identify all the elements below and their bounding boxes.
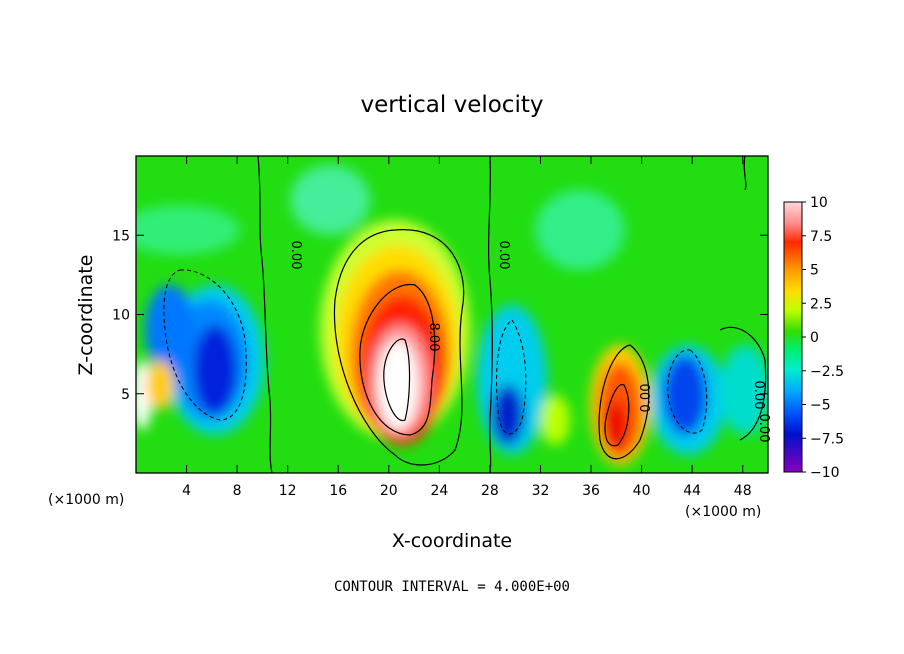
contour-label-6: 0.00 — [756, 414, 771, 443]
colorbar-tick-label: 2.5 — [810, 296, 832, 312]
colorbar-tick-label: 0 — [810, 330, 819, 346]
x-tick-label: 16 — [329, 483, 347, 499]
colorbar-tick-label: −5 — [810, 398, 831, 414]
contour-eight-right — [604, 384, 630, 447]
small-warm-patch — [540, 395, 570, 445]
x-tick-label: 28 — [481, 483, 499, 499]
x-tick-label: 8 — [233, 483, 242, 499]
field-blobs — [136, 165, 768, 465]
x-tick-label: 12 — [279, 483, 297, 499]
downdraft-left-2 — [145, 285, 195, 375]
x-axis-ticks: 4 8 12 16 20 24 28 32 36 40 44 48 — [182, 156, 752, 499]
x-unit-note-right: (×1000 m) — [685, 504, 761, 520]
x-tick-label: 24 — [430, 483, 448, 499]
contour-interval-note: CONTOUR INTERVAL = 4.000E+00 — [334, 579, 570, 595]
downdraft-right-inner — [663, 355, 707, 435]
contour-core — [383, 338, 411, 422]
x-tick-label: 20 — [380, 483, 398, 499]
top-patch-3 — [136, 205, 240, 255]
contour-zero-mid — [487, 156, 493, 473]
y-tick-label: 15 — [112, 228, 130, 244]
x-unit-note-left: (×1000 m) — [48, 492, 124, 508]
downdraft-left-inner — [193, 325, 237, 415]
contour-edge-right-top — [743, 156, 747, 191]
plot-field — [136, 156, 768, 473]
x-tick-label: 32 — [532, 483, 550, 499]
contour-label-5: 0.00 — [751, 381, 766, 410]
contour-label-2: 0.00 — [496, 241, 511, 270]
y-axis-ticks: 5 10 15 — [112, 228, 768, 403]
y-tick-label: 5 — [121, 387, 130, 403]
contour-eight — [359, 283, 436, 436]
colorbar-ticks: 10 7.5 5 2.5 0 −2.5 −5 −7.5 −10 — [802, 195, 844, 481]
contour-neg-left — [163, 269, 247, 421]
top-patch-2 — [535, 190, 625, 270]
top-patch-1 — [290, 165, 370, 235]
x-axis-label: X-coordinate — [392, 530, 512, 552]
contour-label-1: 0.00 — [288, 241, 303, 270]
x-tick-label: 48 — [734, 483, 752, 499]
x-tick-label: 36 — [582, 483, 600, 499]
x-tick-label: 44 — [683, 483, 701, 499]
contour-label-group: 0.00 0.00 8.00 0.00 0.00 0.00 — [288, 241, 771, 443]
edge-left-warm — [146, 360, 174, 410]
contour-neg-mid — [496, 319, 527, 435]
colorbar-tick-label: 7.5 — [810, 229, 832, 245]
y-axis-label: Z-coordinate — [75, 255, 97, 376]
x-tick-label: 40 — [633, 483, 651, 499]
y-tick-label: 10 — [112, 308, 130, 324]
downdraft-mid-inner — [492, 385, 524, 445]
colorbar-tick-label: −7.5 — [810, 431, 844, 447]
contour-label-3: 8.00 — [426, 323, 441, 352]
chart-title: vertical velocity — [361, 92, 544, 118]
contour-lines — [257, 156, 767, 473]
x-tick-label: 4 — [182, 483, 191, 499]
contour-zero-updraft — [333, 229, 465, 466]
colorbar-tick-label: 5 — [810, 263, 819, 279]
contour-negative-lines — [163, 269, 708, 435]
colorbar-tick-label: −2.5 — [810, 364, 844, 380]
colorbar-tick-label: 10 — [810, 195, 828, 211]
contour-zero-right — [719, 326, 767, 441]
edge-right-patch — [720, 345, 768, 435]
contour-zero-right-updraft — [598, 344, 650, 460]
updraft-right-core — [604, 400, 628, 450]
colorbar — [783, 201, 803, 473]
contour-zero-left — [257, 156, 273, 473]
colorbar-tick-label: −10 — [810, 465, 840, 481]
contour-label-4: 0.00 — [639, 384, 654, 413]
contour-neg-right — [667, 349, 708, 434]
